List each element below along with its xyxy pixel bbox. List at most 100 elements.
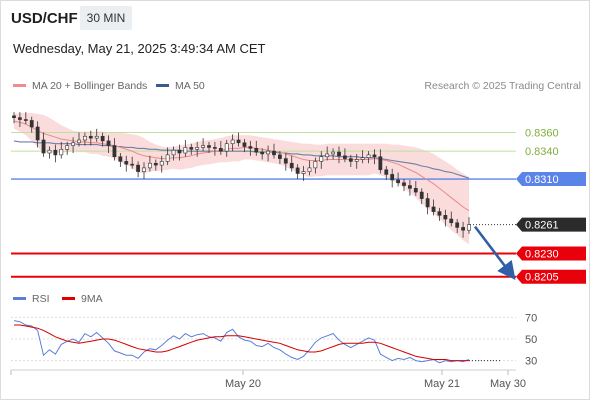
candle <box>201 138 205 152</box>
candle-body <box>35 126 40 141</box>
candle-body <box>12 115 16 118</box>
resistance-1-label: 0.8360 <box>525 128 559 140</box>
candle-body <box>224 143 229 152</box>
legend-label-rsi: RSI <box>32 293 50 305</box>
candle <box>378 149 383 174</box>
candle-body <box>130 163 135 166</box>
candle <box>260 148 265 160</box>
legend-swatch-ma50 <box>156 83 169 87</box>
ma50-line <box>13 140 470 179</box>
candle-body <box>94 135 99 139</box>
candle-body <box>260 151 265 155</box>
symbol-title: USD/CHF <box>11 10 78 27</box>
candle <box>372 149 377 165</box>
candle-body <box>283 158 288 164</box>
current-price-label-bg <box>516 217 586 232</box>
candle-body <box>408 185 412 189</box>
candle-body <box>218 148 223 152</box>
candle-body <box>23 119 28 121</box>
time-axis: May 20 May 21 May 30 <box>10 369 526 390</box>
candle-body <box>53 149 58 156</box>
candle <box>366 151 371 164</box>
support-2-label-bg <box>516 269 586 284</box>
candle <box>236 132 241 147</box>
candle-body <box>455 222 460 228</box>
time-tick-label: May 20 <box>225 378 261 390</box>
candle <box>402 179 406 192</box>
levels-layer <box>11 132 516 278</box>
candle-body <box>71 142 75 146</box>
candle <box>289 155 294 172</box>
candle <box>319 151 324 169</box>
candle-body <box>213 147 217 149</box>
candle-body <box>153 162 158 166</box>
candle-body <box>207 145 211 148</box>
candle-body <box>354 159 359 162</box>
candle-body <box>307 167 312 172</box>
candle-body <box>18 117 22 120</box>
candle <box>248 140 253 156</box>
candle-body <box>201 145 205 148</box>
candle <box>12 112 16 124</box>
candle <box>254 140 259 156</box>
candle <box>177 144 182 161</box>
candle-body <box>88 135 93 139</box>
level-labels-layer: 0.8360 0.8340 0.8310 0.8230 0.8205 0.8261 <box>473 128 586 284</box>
candle-body <box>177 149 182 154</box>
candle <box>65 141 70 155</box>
candle-body <box>41 139 46 154</box>
candle-body <box>467 224 471 231</box>
rsi-panel: 70 50 30 <box>11 312 537 368</box>
candle <box>425 193 430 215</box>
candle <box>29 116 34 133</box>
resistance-2-label: 0.8340 <box>525 146 559 158</box>
candle-body <box>272 150 276 156</box>
candle <box>295 164 300 180</box>
candle-body <box>319 156 324 162</box>
candle <box>100 132 105 147</box>
support-1-label-bg <box>516 246 586 261</box>
candle <box>360 150 365 164</box>
candle <box>53 144 58 163</box>
candle-body <box>195 147 200 150</box>
candle-body <box>378 156 383 171</box>
candle-body <box>461 227 465 231</box>
candle <box>230 134 235 152</box>
candle-body <box>148 162 152 169</box>
candle-body <box>437 211 442 216</box>
candle-body <box>100 135 105 142</box>
candle <box>413 180 418 196</box>
candle <box>337 146 341 164</box>
candle <box>183 139 188 157</box>
candle-body <box>189 147 194 150</box>
moving-averages-layer <box>13 120 470 212</box>
bollinger-band-fill <box>14 113 469 245</box>
rsi-tick-70: 70 <box>525 312 537 324</box>
candle <box>348 154 353 167</box>
candle-body <box>171 149 176 156</box>
candle-body <box>278 154 282 159</box>
candle-body <box>443 215 448 220</box>
rsi-9ma-line <box>14 324 469 362</box>
time-tick-label: May 30 <box>490 378 526 390</box>
candle-body <box>449 218 454 224</box>
candle <box>165 147 170 166</box>
time-tick-label: May 21 <box>424 378 460 390</box>
candle <box>307 160 312 176</box>
candle <box>35 121 40 148</box>
candle-body <box>419 191 424 199</box>
legend-9ma: 9MA <box>62 293 103 305</box>
candle-body <box>331 151 335 155</box>
timeframe-badge[interactable]: 30 MIN <box>80 6 132 30</box>
candle <box>112 138 117 161</box>
candle <box>313 157 318 174</box>
candle-body <box>372 154 377 158</box>
candle <box>331 148 335 160</box>
pivot-label-bg <box>516 172 586 187</box>
candle <box>390 168 395 188</box>
candle-body <box>29 120 34 128</box>
candle-body <box>366 154 371 158</box>
candle <box>213 141 217 156</box>
candle <box>396 172 400 187</box>
